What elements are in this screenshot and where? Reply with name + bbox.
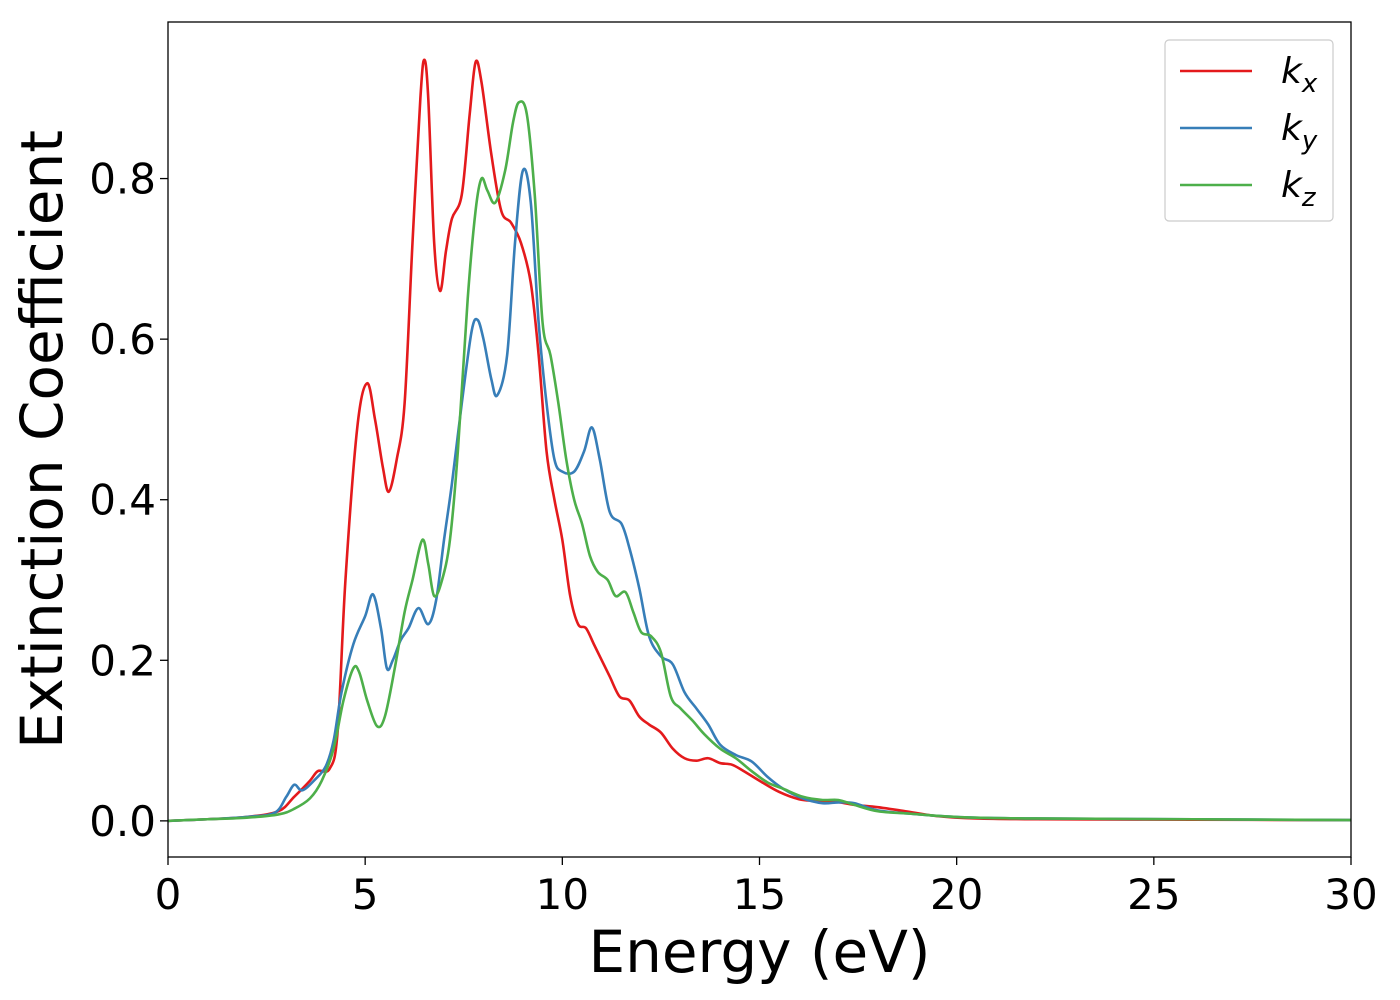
series-layer [167,58,1352,823]
y-axis-title: Extinction Coefficient [8,130,76,749]
y-tick-label: 0.2 [89,636,156,685]
x-tick-label: 30 [1324,870,1377,919]
legend-items: kx ky kz [1180,51,1318,213]
y-tick-label: 0.8 [89,155,156,204]
legend-label-kx: kx [1281,51,1318,99]
x-tick-label: 20 [930,870,983,919]
legend-label-kz: kz [1281,165,1317,213]
x-tick-label: 5 [352,870,379,919]
series-line-kz [167,100,1352,823]
y-axis-ticks: 0.0 0.2 0.4 0.6 0.8 [89,155,168,846]
x-axis-ticks: 0 5 10 15 20 25 30 [155,857,1378,919]
y-tick-label: 0.4 [89,476,156,525]
y-tick-label: 0.0 [89,797,156,846]
x-axis-title: Energy (eV) [588,918,930,986]
legend-label-ky: ky [1281,108,1318,156]
series-line-ky [167,167,1352,823]
legend-box [1164,39,1334,222]
x-tick-label: 15 [733,870,786,919]
x-tick-label: 0 [155,870,182,919]
series-line-kx [167,58,1352,823]
y-tick-label: 0.6 [89,315,156,364]
x-tick-label: 10 [536,870,589,919]
x-tick-label: 25 [1127,870,1180,919]
legend: kx ky kz [1164,39,1334,222]
